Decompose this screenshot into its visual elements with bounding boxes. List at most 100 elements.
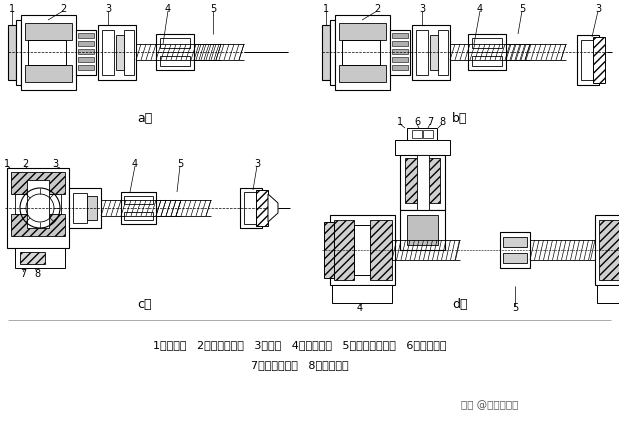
Bar <box>412 130 422 138</box>
Bar <box>240 188 262 228</box>
Bar <box>407 128 437 140</box>
Bar <box>438 30 448 75</box>
Bar <box>599 220 619 280</box>
Text: 8: 8 <box>34 269 40 279</box>
Bar <box>472 56 502 66</box>
Text: 5: 5 <box>519 4 525 14</box>
Bar <box>392 33 408 38</box>
Bar <box>11 172 65 194</box>
Text: 3: 3 <box>105 4 111 14</box>
Bar <box>468 34 506 70</box>
Bar <box>430 35 438 70</box>
Text: 1: 1 <box>323 4 329 14</box>
Bar <box>76 30 96 75</box>
Bar <box>400 155 445 210</box>
Text: 7: 7 <box>20 269 26 279</box>
Text: 1: 1 <box>4 159 10 169</box>
Bar <box>392 57 408 62</box>
Text: 3: 3 <box>419 4 425 14</box>
Bar <box>124 196 153 204</box>
Text: 5: 5 <box>210 4 216 14</box>
Text: 1: 1 <box>397 117 403 127</box>
Text: 4: 4 <box>477 4 483 14</box>
Text: 2: 2 <box>60 4 66 14</box>
Bar <box>78 57 94 62</box>
Bar <box>581 40 595 80</box>
Bar <box>503 253 527 263</box>
Bar <box>15 194 61 214</box>
Bar <box>423 130 433 138</box>
Bar <box>324 222 334 278</box>
Bar <box>330 20 335 85</box>
Text: 7: 7 <box>427 117 433 127</box>
Polygon shape <box>268 194 278 222</box>
Bar <box>342 40 380 65</box>
Bar <box>160 56 190 66</box>
Bar <box>78 33 94 38</box>
Bar <box>102 30 114 75</box>
Bar <box>332 285 392 303</box>
Text: c）: c） <box>138 299 152 311</box>
Bar <box>156 34 194 70</box>
Bar <box>69 188 101 228</box>
Bar <box>335 15 390 90</box>
Bar <box>244 192 258 224</box>
Bar <box>124 212 153 220</box>
Bar <box>595 215 619 285</box>
Bar <box>597 285 619 303</box>
Bar <box>330 215 395 285</box>
Text: 5: 5 <box>177 159 183 169</box>
Bar <box>395 140 450 155</box>
Text: 7－弹性脆紧套   8－锁紧螺钉: 7－弹性脆紧套 8－锁紧螺钉 <box>251 360 349 370</box>
Text: 2: 2 <box>374 4 380 14</box>
Text: d）: d） <box>452 299 468 311</box>
Text: 8: 8 <box>439 117 445 127</box>
Bar <box>577 35 599 85</box>
Bar <box>407 215 438 245</box>
Bar <box>400 210 445 250</box>
Text: 6: 6 <box>414 117 420 127</box>
Bar <box>7 168 69 248</box>
Bar <box>417 155 429 210</box>
Bar <box>15 248 65 268</box>
Bar <box>256 190 268 226</box>
Bar <box>73 193 87 223</box>
Bar <box>27 180 49 228</box>
Bar <box>20 252 45 264</box>
Bar <box>21 15 76 90</box>
Bar <box>124 30 134 75</box>
Bar <box>160 38 190 48</box>
Bar <box>416 30 428 75</box>
Bar <box>334 220 354 280</box>
Bar <box>116 35 124 70</box>
Text: 1－电动机   2－弹性联轴器   3－轴承   4－滚珠丝杠   5－滚珠丝杠螺母   6－同步带轮: 1－电动机 2－弹性联轴器 3－轴承 4－滚珠丝杠 5－滚珠丝杠螺母 6－同步带… <box>154 340 447 350</box>
Text: 3: 3 <box>52 159 58 169</box>
Bar <box>322 25 330 80</box>
Text: a）: a） <box>137 112 153 124</box>
Bar <box>370 220 392 280</box>
Bar <box>16 20 21 85</box>
Text: b）: b） <box>452 112 468 124</box>
Text: 4: 4 <box>357 303 363 313</box>
Bar <box>503 237 527 247</box>
Bar <box>87 196 97 220</box>
Text: 5: 5 <box>512 303 518 313</box>
Bar <box>25 65 72 82</box>
Bar <box>392 41 408 46</box>
Bar <box>472 38 502 48</box>
Bar <box>593 37 605 83</box>
Bar <box>392 49 408 54</box>
Bar <box>392 65 408 70</box>
Bar <box>78 41 94 46</box>
Bar <box>8 25 16 80</box>
Bar <box>405 158 440 203</box>
Bar <box>121 192 156 224</box>
Bar <box>390 30 410 75</box>
Bar <box>78 49 94 54</box>
Text: 3: 3 <box>254 159 260 169</box>
Bar <box>25 23 72 40</box>
Text: 4: 4 <box>132 159 138 169</box>
Text: 2: 2 <box>22 159 28 169</box>
Text: 3: 3 <box>595 4 601 14</box>
Text: 头条 @哈思孟小袁: 头条 @哈思孟小袁 <box>461 400 519 410</box>
